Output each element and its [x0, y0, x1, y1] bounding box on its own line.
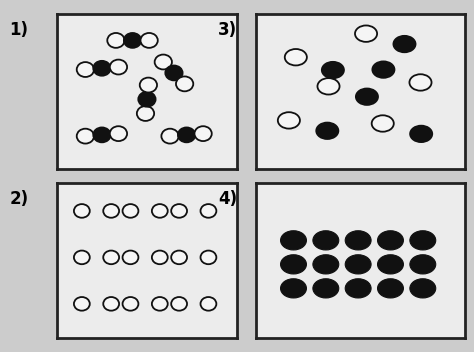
Circle shape	[410, 126, 432, 142]
Circle shape	[281, 231, 306, 250]
Circle shape	[155, 55, 172, 69]
Circle shape	[313, 231, 339, 250]
Circle shape	[171, 204, 187, 218]
Circle shape	[410, 74, 431, 91]
Text: 3): 3)	[218, 21, 237, 39]
Circle shape	[201, 251, 216, 264]
Circle shape	[322, 62, 344, 78]
Circle shape	[171, 251, 187, 264]
Circle shape	[355, 25, 377, 42]
Text: 4): 4)	[218, 190, 237, 208]
Circle shape	[137, 106, 154, 121]
Circle shape	[194, 126, 212, 141]
Circle shape	[152, 297, 168, 311]
Circle shape	[278, 112, 300, 128]
Circle shape	[74, 297, 90, 311]
Circle shape	[316, 122, 338, 139]
Circle shape	[313, 255, 339, 274]
Circle shape	[124, 33, 141, 48]
Circle shape	[110, 126, 127, 141]
Circle shape	[77, 62, 94, 77]
Circle shape	[281, 255, 306, 274]
Circle shape	[378, 255, 403, 274]
Circle shape	[201, 297, 216, 311]
Circle shape	[123, 297, 138, 311]
Circle shape	[285, 49, 307, 65]
Circle shape	[103, 251, 119, 264]
Circle shape	[138, 92, 155, 107]
Circle shape	[103, 204, 119, 218]
Circle shape	[110, 59, 127, 75]
Text: 2): 2)	[9, 190, 28, 208]
Circle shape	[410, 231, 436, 250]
Circle shape	[345, 255, 371, 274]
Circle shape	[281, 279, 306, 298]
Circle shape	[345, 279, 371, 298]
Circle shape	[372, 115, 394, 132]
Circle shape	[93, 127, 110, 142]
Circle shape	[140, 33, 158, 48]
Circle shape	[74, 251, 90, 264]
Circle shape	[152, 251, 168, 264]
Circle shape	[74, 204, 90, 218]
Circle shape	[393, 36, 416, 52]
Circle shape	[93, 61, 110, 76]
Circle shape	[356, 88, 378, 105]
Circle shape	[165, 65, 182, 80]
Circle shape	[410, 255, 436, 274]
Circle shape	[176, 76, 193, 91]
Circle shape	[410, 279, 436, 298]
Text: 1): 1)	[9, 21, 28, 39]
Circle shape	[161, 129, 179, 144]
Circle shape	[103, 297, 119, 311]
Circle shape	[201, 204, 216, 218]
Circle shape	[178, 127, 195, 142]
Circle shape	[318, 78, 339, 95]
Circle shape	[313, 279, 339, 298]
Circle shape	[107, 33, 125, 48]
Circle shape	[171, 297, 187, 311]
Circle shape	[77, 129, 94, 144]
Circle shape	[152, 204, 168, 218]
Circle shape	[378, 279, 403, 298]
Circle shape	[373, 61, 394, 78]
Circle shape	[345, 231, 371, 250]
Circle shape	[123, 251, 138, 264]
Circle shape	[123, 204, 138, 218]
Circle shape	[378, 231, 403, 250]
Circle shape	[140, 77, 157, 93]
